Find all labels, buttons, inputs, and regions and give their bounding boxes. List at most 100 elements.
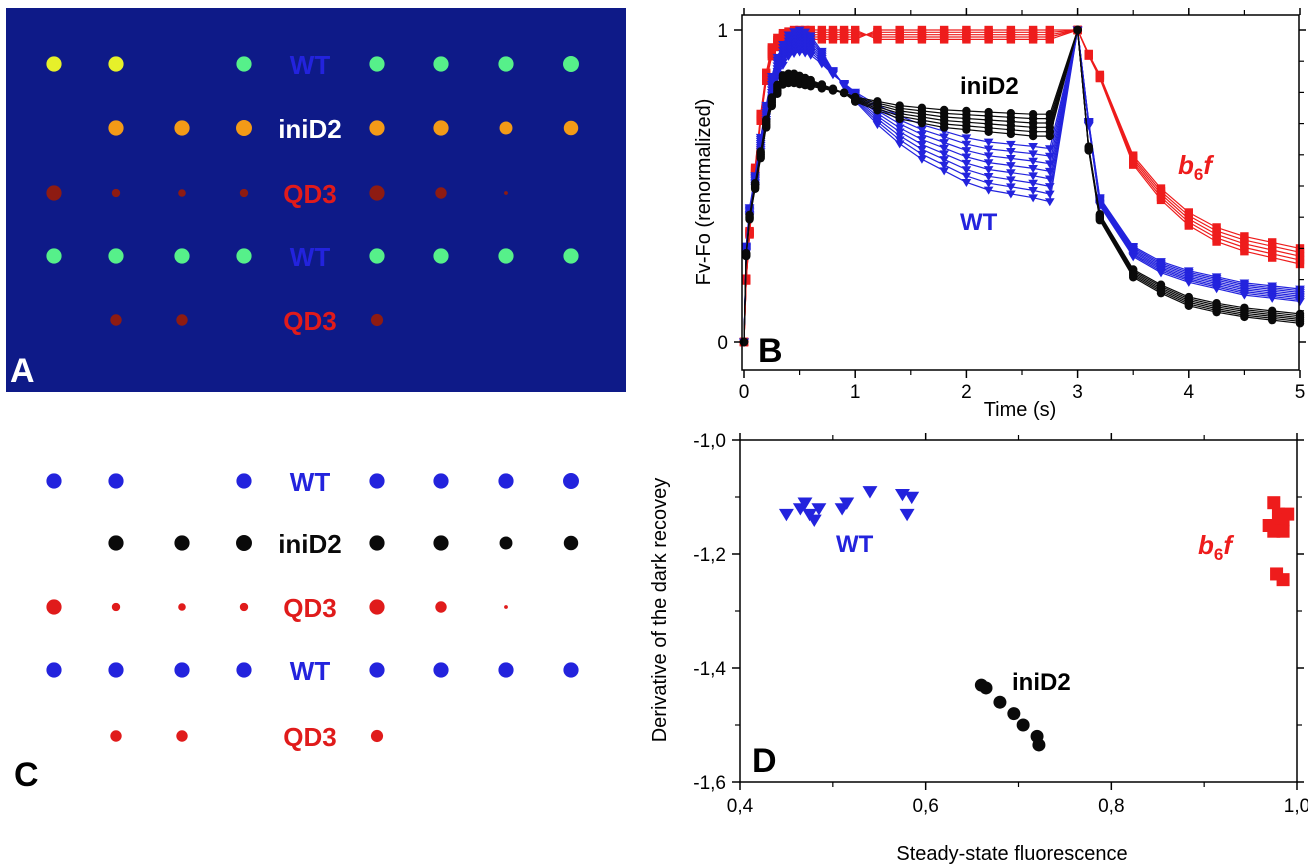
panel-b-point-WT (961, 153, 972, 162)
panel-d-ytick-label: -1,6 (693, 773, 726, 794)
panel-b-point-WT (961, 178, 972, 187)
panel-b-point-iniD2 (750, 179, 760, 188)
panel-c-spot (563, 535, 579, 551)
panel-b-xtick-label: 2 (961, 382, 972, 403)
panel-b-curve-iniD2 (743, 29, 1301, 343)
panel-b-curve-b6f (743, 29, 1301, 343)
panel-b-point-b6f (873, 35, 882, 44)
panel-a-spot (108, 120, 124, 136)
panel-b-xtick-label: 5 (1295, 382, 1306, 403)
panel-b-point-b6f (1212, 237, 1221, 246)
panel-d-annotation-b6f: b6f (1198, 530, 1234, 564)
panel-a-spot (46, 248, 62, 264)
panel-b-point-b6f (1240, 246, 1249, 256)
panel-b-point-WT (961, 166, 972, 175)
panel-b-point-WT (983, 159, 994, 168)
panel-d-annotation-wt: WT (836, 531, 874, 558)
panel-b-point-WT (961, 134, 972, 143)
panel-c-spot (563, 662, 579, 678)
panel-b-point-b6f (962, 35, 971, 44)
panel-b-point-iniD2 (742, 248, 751, 258)
panel-a-spot (369, 56, 385, 72)
panel-a-spot (236, 120, 252, 136)
panel-c-spot (498, 662, 514, 678)
panel-d-point-b6f (1267, 496, 1281, 510)
panel-b-point-WT (1044, 160, 1055, 169)
panel-b-point-WT (1183, 278, 1194, 287)
panel-d-ytick-label: -1,4 (693, 659, 726, 680)
panel-b-point-WT (805, 32, 816, 41)
panel-d-ytick-label: -1,0 (693, 431, 726, 452)
panel-c-spot (369, 535, 385, 551)
panel-b-annotation-b6f: b6f (1178, 150, 1214, 184)
panel-b-point-WT (1028, 150, 1038, 159)
panel-d-chart: 0,4 0,6 0,8 1,0 -1,6 -1,4 -1,2 -1,0 Steady-stat… (649, 431, 1308, 865)
panel-b-xtick-label: 3 (1072, 382, 1083, 403)
panel-d-xtick-label: 0,8 (1098, 796, 1124, 817)
panel-b-curve-WT (743, 29, 1301, 343)
panel-b-point-WT (1006, 140, 1016, 149)
panel-a-row-label: iniD2 (278, 114, 342, 144)
panel-b-point-iniD2 (851, 97, 860, 106)
panel-b-point-b6f (1028, 35, 1038, 44)
panel-b-point-WT (800, 28, 810, 37)
panel-b-point-WT (1028, 187, 1038, 196)
panel-d-point-b6f (1276, 573, 1290, 587)
panel-b-point-iniD2 (1006, 129, 1016, 139)
panel-b-point-WT (983, 166, 994, 175)
panel-b-point-WT (894, 140, 905, 149)
panel-b-point-b6f (1295, 259, 1305, 269)
panel-b-curve-b6f (743, 29, 1301, 343)
panel-b-point-WT (917, 136, 927, 145)
panel-d-point-iniD2 (1016, 718, 1030, 732)
panel-b-point-WT (1239, 291, 1250, 300)
panel-b-curve-iniD2 (743, 29, 1301, 343)
panel-b-point-iniD2 (1084, 146, 1093, 155)
panel-c-spot (370, 729, 384, 743)
panel-a-spot (370, 313, 384, 327)
panel-b-point-iniD2 (895, 114, 904, 124)
panel-b-point-iniD2 (1073, 25, 1082, 35)
panel-a-row-label: QD3 (283, 306, 336, 336)
panel-b-point-WT (766, 73, 777, 82)
panel-b-point-b6f (767, 43, 776, 52)
panel-b-point-iniD2 (962, 125, 971, 134)
panel-b-curve-WT (743, 29, 1301, 343)
panel-a-spot (433, 56, 449, 72)
panel-b-point-b6f (1006, 35, 1016, 44)
panel-c-spot (46, 599, 62, 615)
panel-b-point-WT (917, 150, 927, 159)
panel-a-spot (236, 56, 252, 72)
panel-b-curve-WT (743, 29, 1301, 343)
panel-c-spot (108, 662, 124, 678)
panel-b-point-WT (1128, 253, 1139, 262)
panel-d-point-WT (811, 503, 827, 516)
panel-b-point-b6f (851, 25, 860, 35)
panel-a: WT iniD2 QD3 WT QD3 A (6, 8, 626, 392)
panel-a-spot (433, 120, 449, 136)
panel-b-annotation-inid2: iniD2 (960, 73, 1019, 100)
panel-d-point-WT (904, 491, 920, 505)
b6f-b: b (1178, 150, 1194, 180)
panel-b-point-b6f (745, 226, 754, 236)
panel-b-curve-WT (743, 29, 1301, 343)
panel-a-spot (236, 248, 252, 264)
panel-b-ylabel: Fv-Fo (renormalized) (693, 99, 715, 286)
panel-b-point-b6f (1156, 195, 1166, 205)
panel-b-point-b6f (939, 35, 949, 44)
panel-a-background (6, 8, 626, 392)
panel-b-curve-b6f (743, 29, 1301, 343)
panel-b-xlabel: Time (s) (984, 399, 1057, 421)
panel-a-spot (46, 185, 62, 201)
panel-a-spot (239, 188, 249, 198)
panel-c-spot (433, 473, 449, 489)
panel-b-point-WT (1211, 285, 1222, 294)
panel-a-spot (499, 121, 513, 135)
panel-a-spot (498, 56, 514, 72)
panel-d-xlabel: Steady-state fluorescence (896, 843, 1127, 865)
panel-b-curve-iniD2 (743, 29, 1301, 343)
panel-a-spot (369, 120, 385, 136)
panel-d-point-WT (862, 486, 878, 499)
panel-b-point-WT (828, 67, 838, 76)
panel-b-point-WT (939, 150, 949, 159)
